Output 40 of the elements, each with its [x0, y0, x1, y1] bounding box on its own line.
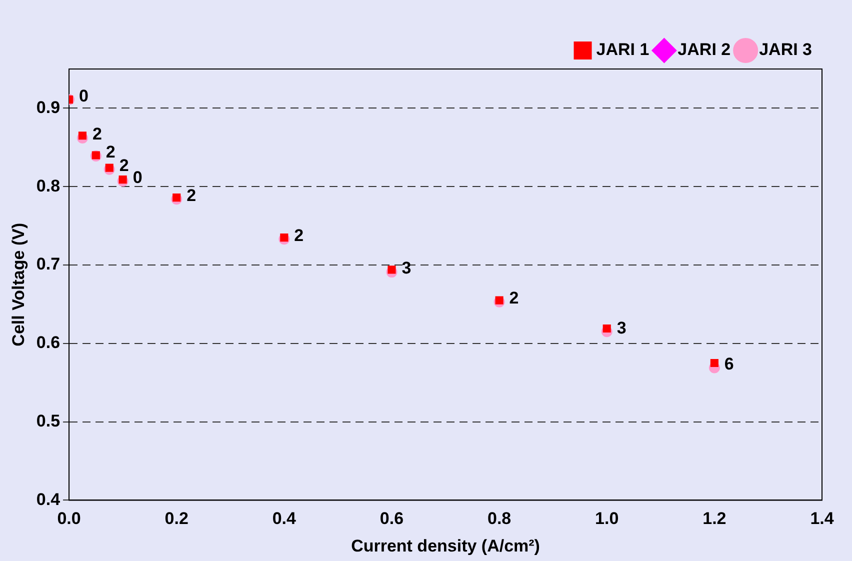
x-tick-label: 1.4 — [810, 509, 834, 528]
annotation: 3 — [402, 258, 412, 278]
point — [105, 164, 114, 172]
x-tick-label: 0.6 — [380, 509, 404, 528]
y-tick-label: 0.7 — [36, 254, 60, 274]
point — [172, 194, 181, 202]
point — [710, 358, 718, 368]
point — [495, 296, 504, 304]
point — [118, 176, 127, 184]
y-tick-label: 0.6 — [36, 333, 60, 352]
annotation: 0 — [79, 86, 88, 106]
annotation: 2 — [119, 156, 129, 176]
y-tick-label: 0.9 — [36, 98, 60, 117]
y-tick-label: 0.5 — [36, 411, 60, 430]
y-tick-label: 0.8 — [36, 176, 60, 196]
annotation: 2 — [294, 226, 304, 245]
x-tick-label: 1.0 — [595, 509, 619, 528]
point — [280, 234, 288, 242]
annotation: 2 — [186, 186, 196, 205]
annotation: 0 — [132, 168, 142, 187]
legend-label: JARI 2 — [678, 40, 731, 60]
x-tick-label: 0.8 — [487, 509, 512, 528]
point — [92, 151, 100, 160]
x-tick-label: 0.2 — [164, 509, 188, 528]
x-tick-label: 0.4 — [272, 509, 297, 528]
legend-label: JARI 3 — [759, 40, 812, 60]
x-axis-title: Current density (A/cm²) — [351, 536, 540, 556]
annotation: 2 — [92, 124, 102, 144]
point — [78, 132, 87, 140]
point — [388, 266, 396, 274]
point — [602, 324, 611, 333]
annotation: 2 — [509, 288, 519, 308]
y-tick-label: 0.4 — [36, 490, 61, 509]
annotation: 6 — [724, 354, 734, 374]
annotation: 3 — [616, 318, 626, 338]
legend-label: JARI 1 — [596, 40, 650, 60]
y-axis-title: Cell Voltage (V) — [8, 222, 28, 346]
x-tick-label: 0.0 — [57, 509, 81, 528]
annotation: 2 — [106, 142, 116, 162]
x-tick-label: 1.2 — [702, 509, 726, 528]
